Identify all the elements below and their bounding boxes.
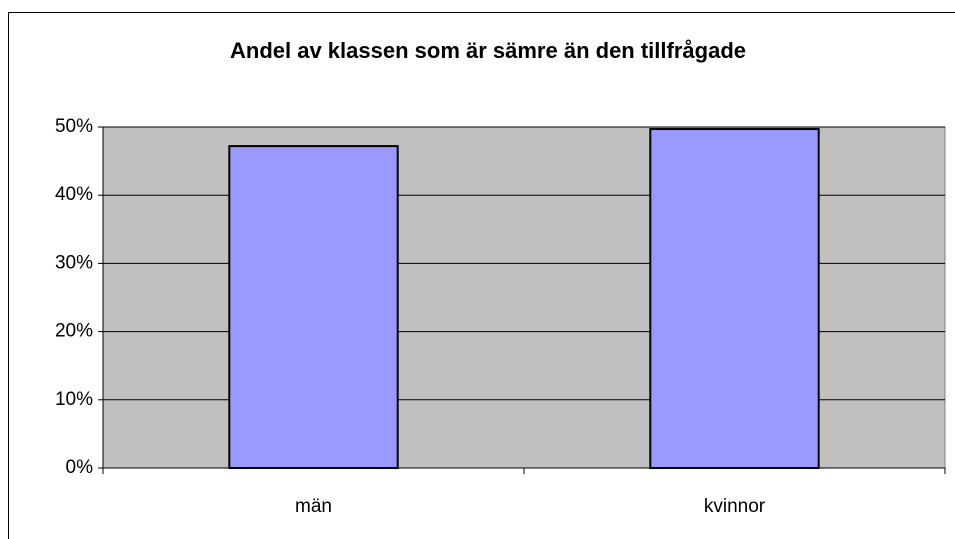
x-tick-label: kvinnor [704,496,766,517]
x-tick-label: män [295,496,332,517]
y-tick-label: 50% [55,116,93,137]
y-tick-label: 10% [55,389,93,410]
chart-title: Andel av klassen som är sämre än den til… [230,38,746,63]
y-tick-label: 30% [55,252,93,273]
bar [649,128,820,470]
y-tick-label: 20% [55,321,93,342]
y-tick-label: 40% [55,184,93,205]
y-tick-label: 0% [66,457,94,478]
bar [228,145,399,469]
